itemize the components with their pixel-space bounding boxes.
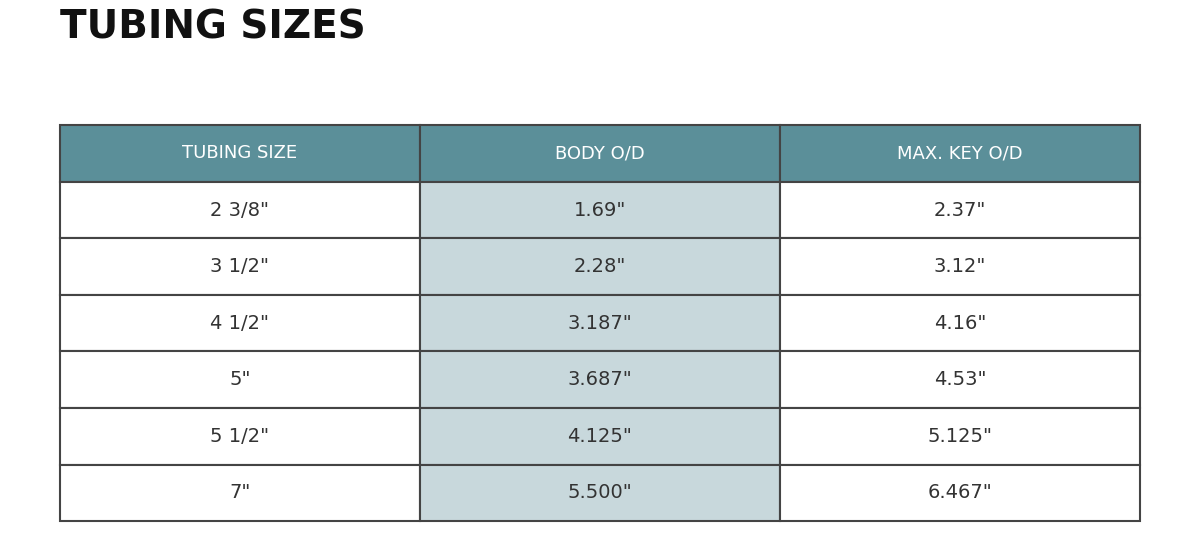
Text: 4.125": 4.125" <box>568 427 632 446</box>
Text: 3.187": 3.187" <box>568 314 632 333</box>
Text: TUBING SIZES: TUBING SIZES <box>60 8 366 46</box>
Bar <box>60 465 420 521</box>
Bar <box>60 351 420 408</box>
Bar <box>60 295 420 351</box>
Bar <box>780 295 1140 351</box>
Text: 3.12": 3.12" <box>934 257 986 276</box>
Bar <box>60 238 420 295</box>
Text: 6.467": 6.467" <box>928 483 992 503</box>
Bar <box>420 351 780 408</box>
Text: BODY O/D: BODY O/D <box>556 144 644 163</box>
Text: 4.16": 4.16" <box>934 314 986 333</box>
Text: 3.687": 3.687" <box>568 370 632 389</box>
Bar <box>420 465 780 521</box>
Text: 2.37": 2.37" <box>934 200 986 220</box>
Text: 5.125": 5.125" <box>928 427 992 446</box>
Text: 2.28": 2.28" <box>574 257 626 276</box>
Text: 5 1/2": 5 1/2" <box>210 427 270 446</box>
Bar <box>780 465 1140 521</box>
Text: 1.69": 1.69" <box>574 200 626 220</box>
Bar <box>780 238 1140 295</box>
Bar <box>420 238 780 295</box>
Bar <box>60 125 420 182</box>
Text: 7": 7" <box>229 483 251 503</box>
Bar <box>60 182 420 238</box>
Bar <box>780 125 1140 182</box>
Text: MAX. KEY O/D: MAX. KEY O/D <box>898 144 1022 163</box>
Text: 3 1/2": 3 1/2" <box>210 257 270 276</box>
Bar <box>420 125 780 182</box>
Bar <box>60 408 420 465</box>
Bar <box>420 182 780 238</box>
Bar <box>780 182 1140 238</box>
Text: 2 3/8": 2 3/8" <box>210 200 270 220</box>
Text: 4 1/2": 4 1/2" <box>210 314 270 333</box>
Text: 5.500": 5.500" <box>568 483 632 503</box>
Text: 5": 5" <box>229 370 251 389</box>
Bar <box>420 295 780 351</box>
Bar <box>780 408 1140 465</box>
Bar <box>420 408 780 465</box>
Text: 4.53": 4.53" <box>934 370 986 389</box>
Text: TUBING SIZE: TUBING SIZE <box>182 144 298 163</box>
Bar <box>780 351 1140 408</box>
